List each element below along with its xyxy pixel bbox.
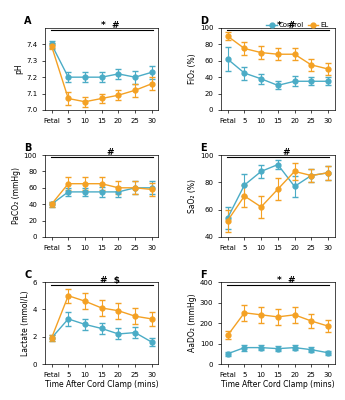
Text: *  #: * # <box>277 276 295 284</box>
Y-axis label: PaCO₂ (mmHg): PaCO₂ (mmHg) <box>12 168 21 224</box>
Text: F: F <box>200 270 207 280</box>
Text: #: # <box>106 148 114 158</box>
Y-axis label: AaDO₂ (mmHg): AaDO₂ (mmHg) <box>188 294 197 352</box>
Text: D: D <box>200 16 208 26</box>
Text: E: E <box>200 143 207 153</box>
Y-axis label: FiO₂ (%): FiO₂ (%) <box>188 54 197 84</box>
Text: A: A <box>24 16 32 26</box>
Text: C: C <box>24 270 32 280</box>
Y-axis label: Lactate (mmol/L): Lactate (mmol/L) <box>21 290 30 356</box>
X-axis label: Time After Cord Clamp (mins): Time After Cord Clamp (mins) <box>45 380 158 390</box>
Text: #: # <box>283 148 290 158</box>
X-axis label: Time After Cord Clamp (mins): Time After Cord Clamp (mins) <box>221 380 335 390</box>
Text: B: B <box>24 143 32 153</box>
Text: *  #: * # <box>101 22 119 30</box>
Y-axis label: SaO₂ (%): SaO₂ (%) <box>188 179 197 213</box>
Y-axis label: pH: pH <box>14 64 23 74</box>
Text: *  #: * # <box>277 22 295 30</box>
Legend: Control, EL: Control, EL <box>264 19 331 31</box>
Text: #  $: # $ <box>100 276 120 284</box>
